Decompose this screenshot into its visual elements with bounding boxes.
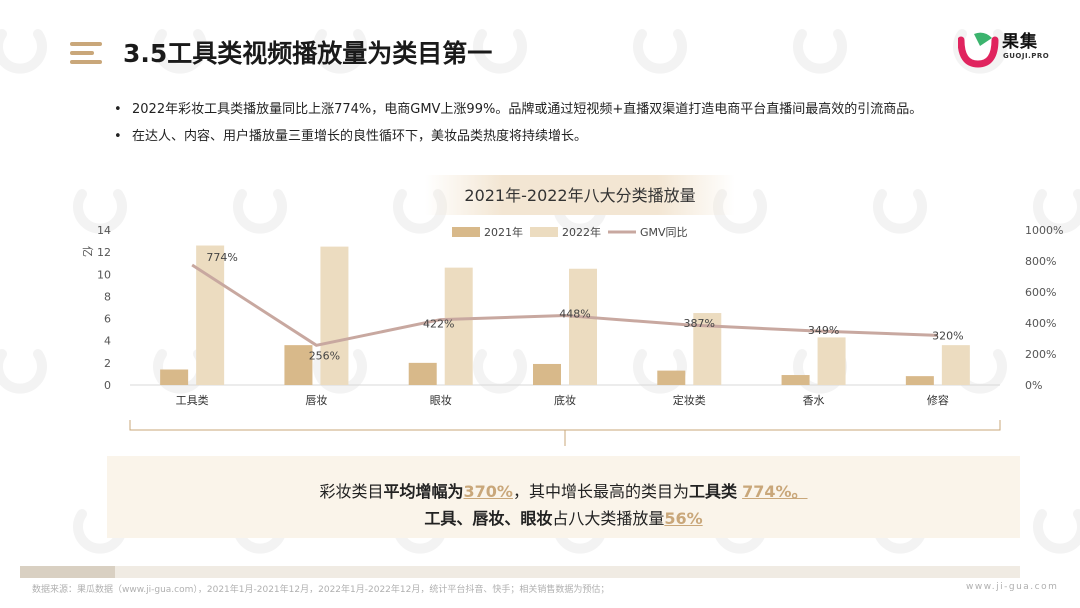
x-tick-label: 香水 [803, 394, 825, 407]
footer-source: 数据来源：果瓜数据（www.ji-gua.com），2021年1月-2021年1… [32, 585, 610, 595]
gmv-line [191, 263, 938, 347]
bar-2022 [569, 268, 597, 385]
bar-2021 [657, 370, 686, 385]
bar-2021 [284, 345, 313, 385]
menu-icon [70, 42, 102, 64]
y-tick-label: 8 [104, 290, 111, 303]
bar-2022 [941, 345, 970, 385]
y2-tick-label: 600% [1025, 286, 1056, 299]
y-tick-label: 0 [104, 379, 111, 392]
y-tick-label: 12 [97, 246, 111, 259]
bar-2021 [408, 362, 437, 385]
y2-tick-label: 200% [1025, 348, 1056, 361]
summary-text: ，其中增长最高的类目为 [512, 482, 689, 501]
legend-label: GMV同比 [640, 226, 688, 239]
x-tick-label: 底妆 [554, 393, 576, 407]
chart-title-background [425, 175, 735, 215]
legend-label: 2022年 [562, 225, 601, 239]
chart-title: 2021年-2022年八大分类播放量 [464, 186, 696, 205]
bracket-line [129, 420, 1001, 431]
y-axis-unit: 亿 [81, 246, 94, 257]
y2-tick-label: 400% [1025, 317, 1056, 330]
legend-label: 2021年 [484, 225, 523, 239]
bar-2022 [196, 245, 225, 385]
summary-text: 占八大类播放量 [552, 509, 665, 528]
gmv-data-label: 320% [932, 329, 963, 342]
bar-2021 [160, 369, 189, 385]
bar-2021 [905, 376, 934, 385]
y-tick-label: 2 [104, 357, 111, 370]
summary-line-2: 工具、唇妆、眼妆占八大类播放量56% [107, 505, 1020, 529]
x-tick-label: 唇妆 [305, 394, 327, 407]
gmv-data-label: 349% [808, 324, 839, 337]
footer-bar [20, 566, 1020, 578]
y-tick-label: 6 [104, 313, 111, 326]
bar-2022 [444, 267, 473, 385]
summary-box [107, 456, 1020, 538]
y-tick-label: 10 [97, 268, 111, 281]
summary-highlight: 56% [664, 509, 703, 528]
summary-line-1: 彩妆类目平均增幅为370%，其中增长最高的类目为工具类 774%。 [107, 478, 1020, 502]
gmv-data-label: 774% [206, 251, 237, 264]
y-tick-label: 14 [97, 224, 111, 237]
x-tick-label: 修容 [927, 393, 949, 407]
footer-bar-accent [20, 566, 115, 578]
gmv-data-label: 422% [423, 318, 454, 331]
x-tick-label: 定妆类 [673, 393, 706, 407]
summary-bold: 平均增幅为 [383, 482, 464, 501]
summary-text: 彩妆类目 [319, 482, 384, 501]
y2-tick-label: 800% [1025, 255, 1056, 268]
y-tick-label: 4 [104, 335, 111, 348]
bullet-item: 在达人、内容、用户播放量三重增长的良性循环下，美妆品类热度将持续增长。 [114, 123, 922, 150]
footer-url: www.ji-gua.com [966, 582, 1059, 592]
legend-swatch-2021 [452, 227, 480, 237]
bullet-list: 2022年彩妆工具类播放量同比上涨774%，电商GMV上涨99%。品牌或通过短视… [114, 96, 922, 150]
page-title: 3.5工具类视频播放量为类目第一 [123, 39, 493, 68]
bar-2022 [817, 337, 846, 385]
logo-name: 果集 [1002, 32, 1038, 52]
y2-tick-label: 0% [1025, 379, 1042, 392]
logo-icon [958, 32, 999, 68]
summary-highlight: 774%。 [742, 482, 808, 501]
x-tick-label: 工具类 [176, 393, 209, 407]
bar-2021 [533, 363, 561, 385]
x-tick-label: 眼妆 [430, 394, 452, 407]
gmv-data-label: 387% [684, 317, 715, 330]
y2-tick-label: 1000% [1025, 224, 1063, 237]
gmv-data-label: 256% [309, 349, 340, 362]
summary-bold: 工具类 [688, 482, 737, 501]
logo-subtitle: GUOJI.PRO [1003, 52, 1050, 60]
bullet-item: 2022年彩妆工具类播放量同比上涨774%，电商GMV上涨99%。品牌或通过短视… [114, 96, 922, 123]
gmv-data-label: 448% [559, 308, 590, 321]
bar-2021 [781, 375, 810, 385]
summary-highlight: 370% [463, 482, 513, 501]
bar-2022 [320, 246, 349, 385]
summary-bold: 工具、唇妆、眼妆 [424, 509, 553, 528]
legend-swatch-2022 [530, 227, 558, 237]
